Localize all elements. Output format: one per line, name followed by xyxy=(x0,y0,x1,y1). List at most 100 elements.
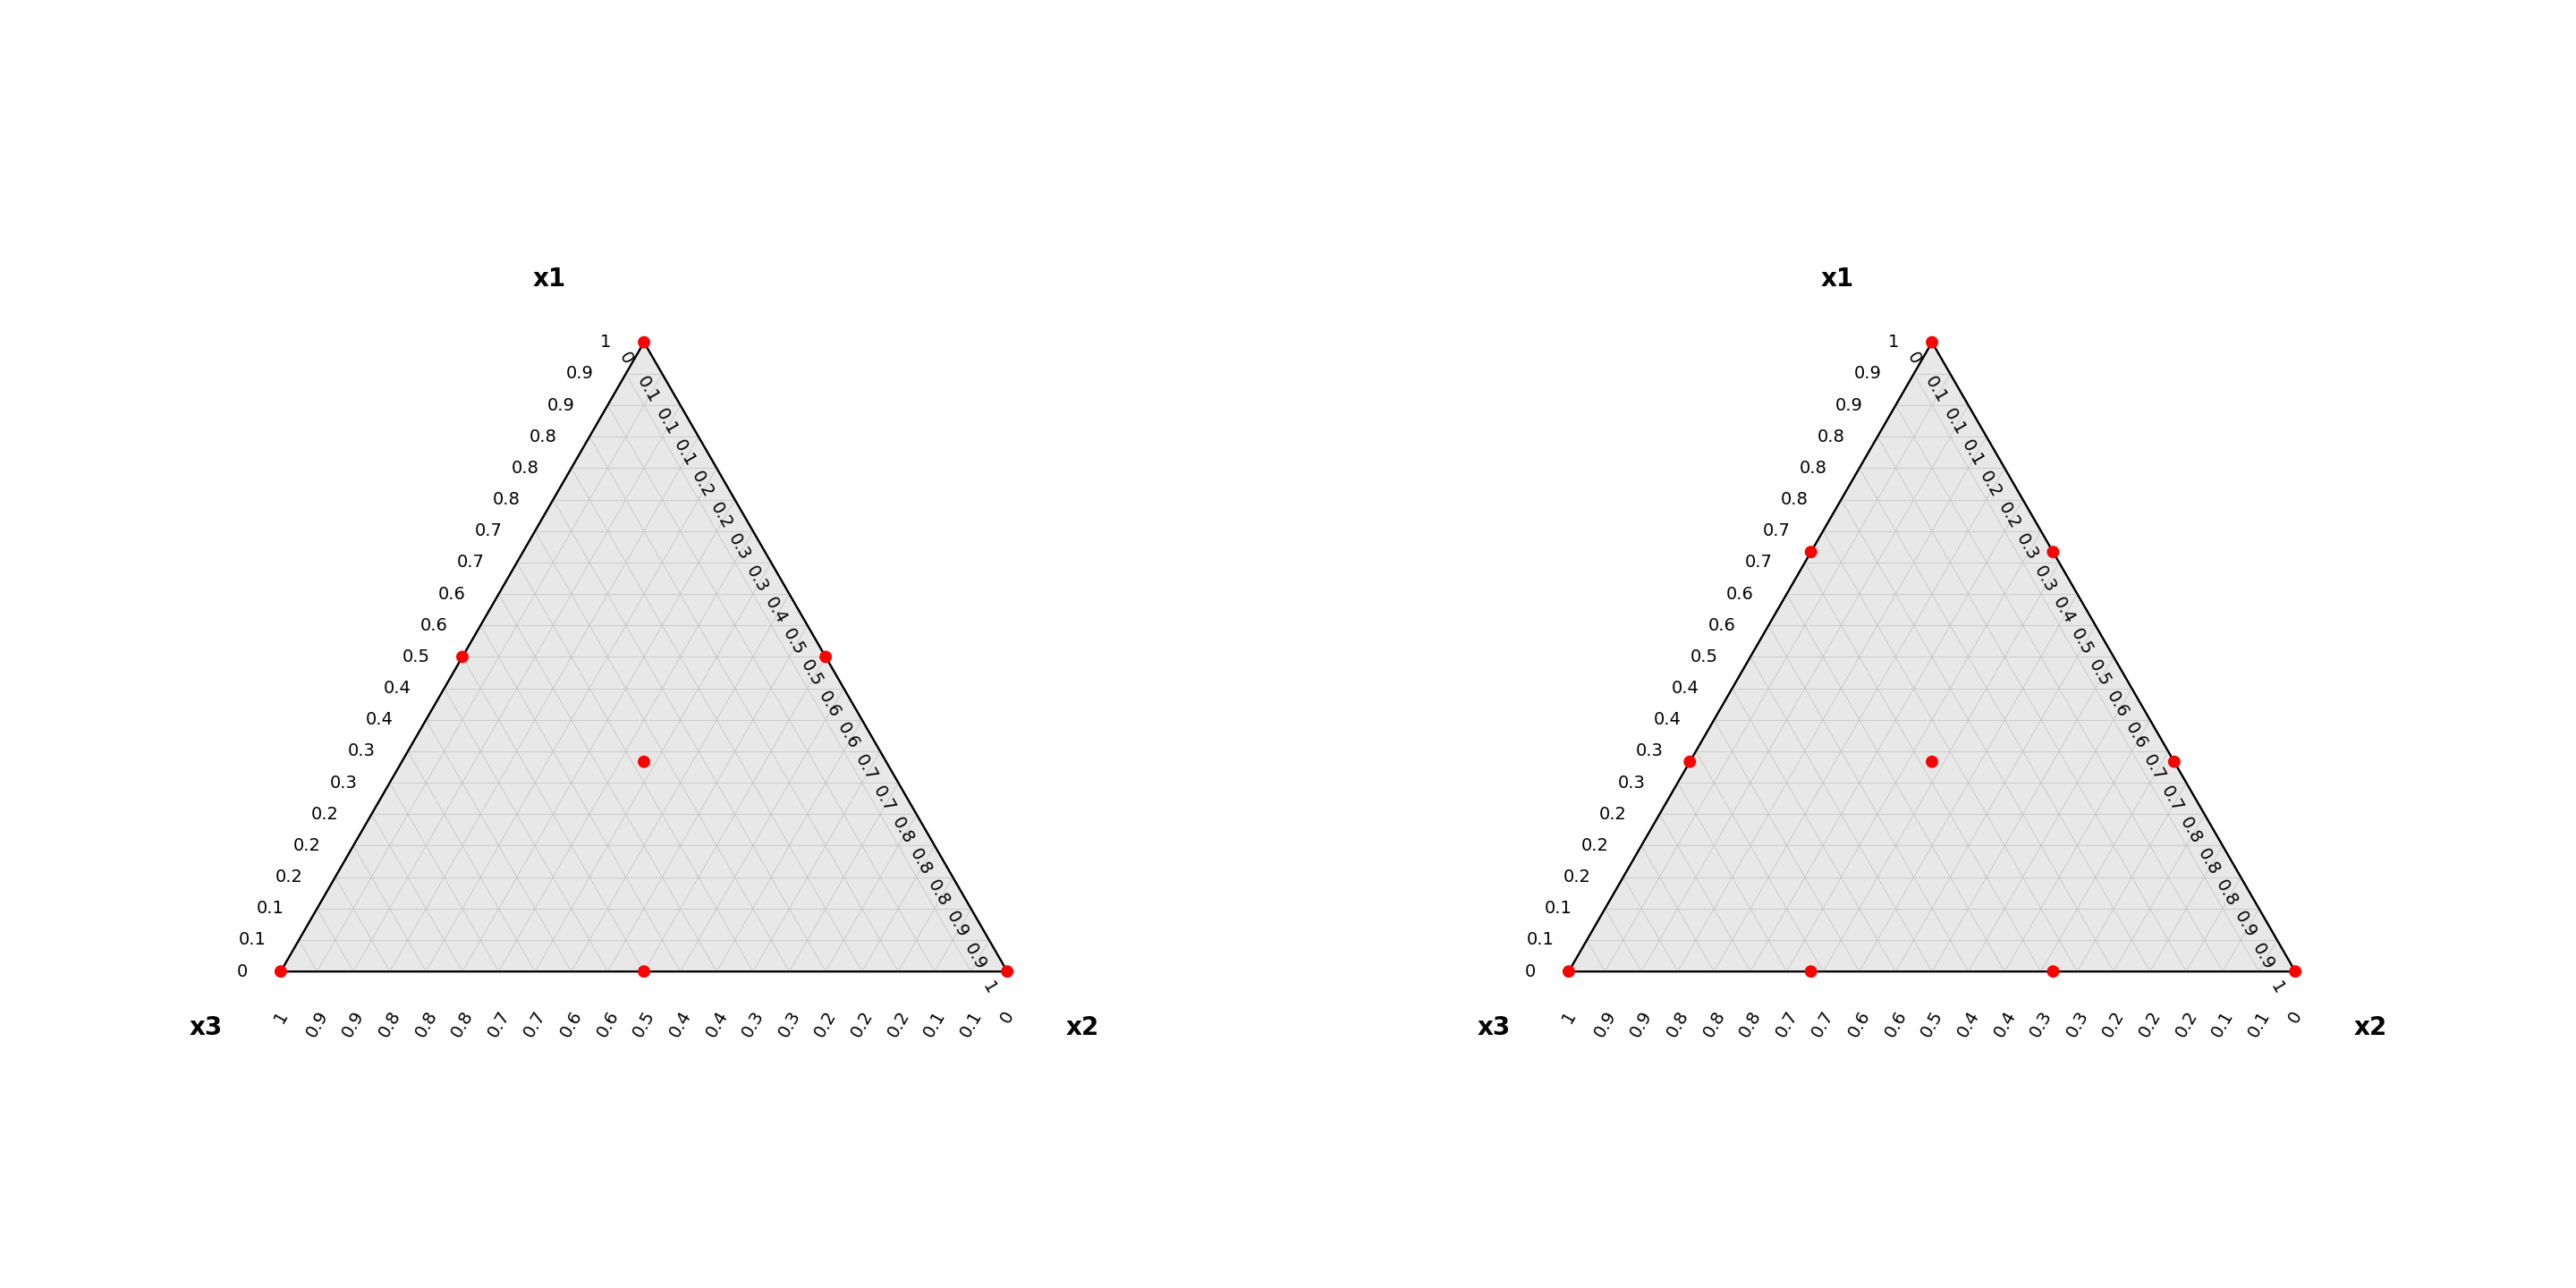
Text: 0.3: 0.3 xyxy=(2012,531,2040,564)
Text: 1: 1 xyxy=(600,334,611,350)
Text: 0.6: 0.6 xyxy=(835,720,863,752)
Text: 0.2: 0.2 xyxy=(884,1007,912,1041)
Text: 0.7: 0.7 xyxy=(1744,554,1772,571)
Text: 0.8: 0.8 xyxy=(412,1007,440,1041)
Text: x2: x2 xyxy=(2354,1015,2388,1041)
Text: 0: 0 xyxy=(237,963,247,980)
Text: x3: x3 xyxy=(1476,1015,1510,1041)
Text: 0.1: 0.1 xyxy=(1546,900,1571,917)
Text: 0: 0 xyxy=(997,1007,1018,1025)
Text: 0.8: 0.8 xyxy=(889,814,917,846)
Text: 0.9: 0.9 xyxy=(1834,397,1862,413)
Text: 0.3: 0.3 xyxy=(742,563,770,595)
Text: 1: 1 xyxy=(979,979,999,997)
Text: 0.8: 0.8 xyxy=(376,1007,404,1041)
Text: 1: 1 xyxy=(1558,1007,1579,1027)
Text: 0.6: 0.6 xyxy=(817,689,845,721)
Point xyxy=(2275,961,2316,981)
Text: 0.7: 0.7 xyxy=(1808,1007,1837,1041)
Point xyxy=(987,961,1028,981)
Text: 0.1: 0.1 xyxy=(956,1007,984,1041)
Text: 0.1: 0.1 xyxy=(634,374,662,406)
Text: 0.1: 0.1 xyxy=(920,1007,948,1041)
Text: 0.2: 0.2 xyxy=(1582,837,1607,854)
Text: 0.1: 0.1 xyxy=(1528,931,1553,948)
Text: 0.9: 0.9 xyxy=(2249,940,2277,972)
Point xyxy=(2032,542,2074,563)
Text: 0.7: 0.7 xyxy=(2159,783,2187,815)
Point xyxy=(2154,751,2195,772)
Text: x2: x2 xyxy=(1066,1015,1100,1041)
Text: 0.4: 0.4 xyxy=(366,711,394,728)
Text: 0.3: 0.3 xyxy=(1618,774,1646,791)
Text: 0.4: 0.4 xyxy=(1991,1007,2020,1041)
Text: 0.3: 0.3 xyxy=(2030,563,2058,595)
Text: 0.4: 0.4 xyxy=(1672,680,1700,697)
Text: 0.9: 0.9 xyxy=(304,1007,332,1041)
Text: 0.8: 0.8 xyxy=(448,1007,477,1041)
Text: 0.4: 0.4 xyxy=(2048,594,2076,626)
Text: 0: 0 xyxy=(1904,349,1924,367)
Text: 0.2: 0.2 xyxy=(312,806,340,823)
Text: 0.3: 0.3 xyxy=(775,1007,804,1041)
Text: x1: x1 xyxy=(1821,267,1855,291)
Text: x3: x3 xyxy=(188,1015,222,1041)
Text: 0.7: 0.7 xyxy=(474,523,502,540)
Text: 0.1: 0.1 xyxy=(1958,437,1986,469)
Text: 0.9: 0.9 xyxy=(1855,366,1880,383)
Text: 0.5: 0.5 xyxy=(629,1007,659,1041)
Text: 0.7: 0.7 xyxy=(1772,1007,1801,1041)
Text: 0.2: 0.2 xyxy=(811,1007,840,1041)
Text: 0.5: 0.5 xyxy=(778,626,809,658)
Text: 0.9: 0.9 xyxy=(943,909,971,942)
Point xyxy=(1790,961,1832,981)
Text: 0.8: 0.8 xyxy=(510,460,538,477)
Text: 0.6: 0.6 xyxy=(2105,689,2133,721)
Text: x1: x1 xyxy=(533,267,567,291)
Text: 1: 1 xyxy=(1888,334,1899,350)
Text: 0.6: 0.6 xyxy=(2123,720,2151,752)
Point xyxy=(2032,961,2074,981)
Text: 0.2: 0.2 xyxy=(294,837,319,854)
Text: 0.3: 0.3 xyxy=(724,531,752,564)
Text: 0: 0 xyxy=(1525,963,1535,980)
Text: 0.6: 0.6 xyxy=(438,586,466,603)
Text: 0.1: 0.1 xyxy=(2244,1007,2272,1041)
Text: 0.8: 0.8 xyxy=(1816,428,1844,446)
Text: 0.6: 0.6 xyxy=(1844,1007,1873,1041)
Point xyxy=(260,961,301,981)
Text: 0.7: 0.7 xyxy=(484,1007,513,1041)
Text: 0.1: 0.1 xyxy=(1922,374,1950,406)
Text: 0.8: 0.8 xyxy=(1798,460,1826,477)
Text: 0.5: 0.5 xyxy=(1690,648,1718,666)
Polygon shape xyxy=(281,343,1007,971)
Text: 0.1: 0.1 xyxy=(1940,406,1968,438)
Text: 0.9: 0.9 xyxy=(1628,1007,1656,1041)
Text: 0.5: 0.5 xyxy=(1917,1007,1947,1041)
Text: 0.6: 0.6 xyxy=(1726,586,1754,603)
Text: 0.3: 0.3 xyxy=(1636,743,1664,760)
Text: 0.4: 0.4 xyxy=(667,1007,696,1041)
Text: 0.9: 0.9 xyxy=(340,1007,368,1041)
Text: 0.3: 0.3 xyxy=(330,774,358,791)
Text: 0.3: 0.3 xyxy=(2027,1007,2056,1041)
Text: 0.7: 0.7 xyxy=(456,554,484,571)
Text: 0.2: 0.2 xyxy=(1600,806,1628,823)
Point xyxy=(1911,751,1953,772)
Text: 0.1: 0.1 xyxy=(670,437,698,469)
Text: 0.1: 0.1 xyxy=(258,900,283,917)
Text: 0.4: 0.4 xyxy=(760,594,788,626)
Text: 0.2: 0.2 xyxy=(1564,868,1589,886)
Text: 0.8: 0.8 xyxy=(1736,1007,1765,1041)
Text: 0.6: 0.6 xyxy=(1708,617,1736,634)
Text: 0.1: 0.1 xyxy=(240,931,265,948)
Text: 0.9: 0.9 xyxy=(2231,909,2259,942)
Text: 0.8: 0.8 xyxy=(1700,1007,1728,1041)
Text: 0.2: 0.2 xyxy=(1994,500,2022,532)
Text: 0: 0 xyxy=(616,349,636,367)
Text: 0.8: 0.8 xyxy=(528,428,556,446)
Polygon shape xyxy=(1569,343,2295,971)
Text: 0.6: 0.6 xyxy=(420,617,448,634)
Point xyxy=(1669,751,1710,772)
Text: 0.9: 0.9 xyxy=(1592,1007,1620,1041)
